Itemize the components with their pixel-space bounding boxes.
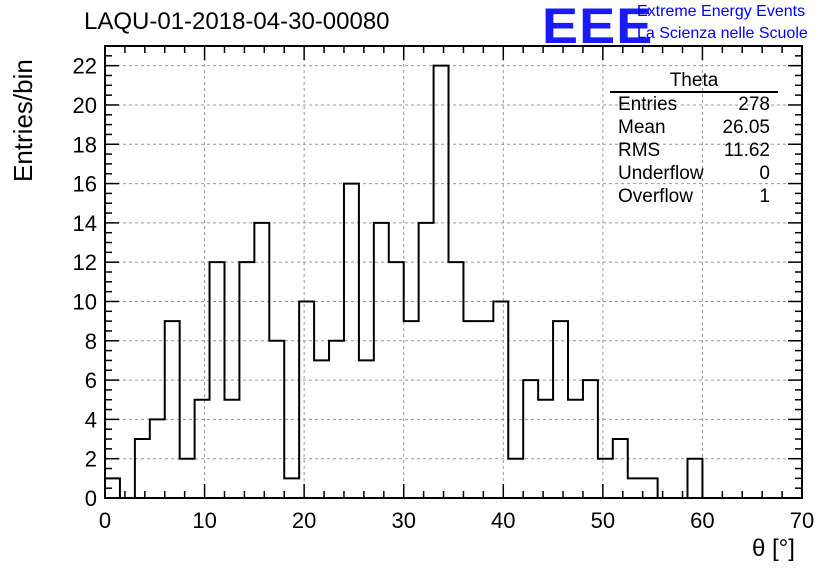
stats-value: 11.62 [723,140,770,161]
histogram-bin [254,223,269,498]
histogram-bin [628,478,643,498]
stats-row-mean: Mean 26.05 [610,116,778,139]
histogram-bin [643,478,658,498]
stats-label: Overflow [618,186,693,207]
y-tick-label: 22 [73,54,97,79]
stats-row-rms: RMS 11.62 [610,139,778,162]
x-tick-label: 0 [99,508,111,533]
grid-lines [105,46,802,498]
histogram-bin [419,223,434,498]
histogram-bin [553,321,568,498]
y-tick-label: 16 [73,172,97,197]
stats-row-overflow: Overflow 1 [610,185,778,208]
histogram-bin [538,400,553,498]
histogram-bin [135,439,150,498]
x-tick-label: 60 [690,508,714,533]
histogram-bin [493,301,508,498]
histogram-bin [508,459,523,498]
histogram-bin [165,321,180,498]
stats-row-entries: Entries 278 [610,93,778,116]
logo-line-1: Extreme Energy Events [637,3,806,20]
histogram-bin [598,459,613,498]
x-tick-label: 70 [790,508,814,533]
histogram-bin [583,380,598,498]
plot-frame [104,45,803,499]
histogram-bin [568,400,583,498]
histogram-bin [434,66,449,498]
stats-label: Underflow [618,163,704,184]
y-tick-label: 2 [85,447,97,472]
x-tick-label: 10 [192,508,216,533]
histogram-bin [523,380,538,498]
histogram-bin [449,262,464,498]
stats-label: Entries [618,94,678,115]
histogram-bin [389,262,404,498]
histogram-bin [344,184,359,498]
histogram-bin [299,301,314,498]
eee-logo: EEE [542,0,654,54]
stats-label: Mean [618,117,666,138]
y-tick-label: 0 [85,486,97,511]
stats-value: 26.05 [722,117,770,138]
stats-row-underflow: Underflow 0 [610,162,778,185]
axis-ticks [104,45,803,499]
stats-box: Theta Entries 278 Mean 26.05 RMS 11.62 U… [610,70,778,208]
x-axis-label: θ [°] [752,535,795,562]
y-tick-label: 12 [73,250,97,275]
histogram-bin [314,360,329,498]
histogram-series [105,64,793,499]
histogram-bin [105,478,120,498]
x-tick-label: 40 [491,508,515,533]
y-tick-label: 14 [73,211,97,236]
histogram-bin [463,321,478,498]
histogram-bin [329,341,344,498]
x-tick-label: 50 [591,508,615,533]
stats-title: Theta [610,70,778,93]
x-tick-label: 30 [391,508,415,533]
y-tick-label: 18 [73,132,97,157]
histogram-bin [284,478,299,498]
stats-label: RMS [618,140,661,161]
y-tick-label: 4 [85,407,97,432]
histogram-bin [150,419,165,498]
histogram-bin [613,439,628,498]
y-tick-label: 8 [85,329,97,354]
histogram-bin [180,459,195,498]
histogram-bin [359,360,374,498]
histogram-outline [105,64,793,499]
histogram-bin [210,262,225,498]
histogram-bin [687,459,702,498]
y-tick-label: 10 [73,289,97,314]
chart-title: LAQU-01-2018-04-30-00080 [84,8,390,35]
y-tick-label: 6 [85,368,97,393]
histogram-bin [224,400,239,498]
histogram-bin [239,262,254,498]
stats-value: 1 [759,186,770,207]
stats-value: 278 [738,94,770,115]
histogram-bin [195,400,210,498]
y-tick-label: 20 [73,93,97,118]
histogram-bin [478,321,493,498]
y-axis-label: Entries/bin [8,59,38,182]
histogram-bin [269,341,284,498]
histogram-bin [404,321,419,498]
histogram-bin [374,223,389,498]
logo-line-2: La Scienza nelle Scuole [637,25,808,42]
stats-value: 0 [759,163,770,184]
x-tick-label: 20 [292,508,316,533]
